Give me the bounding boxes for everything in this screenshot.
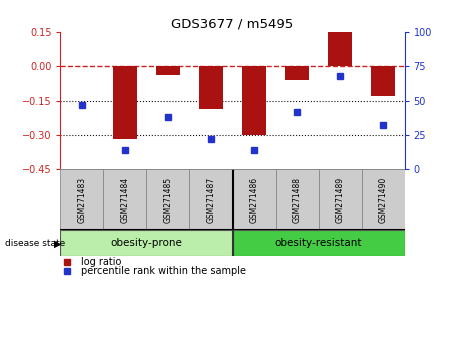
- Bar: [275, 169, 319, 230]
- Bar: [232, 230, 405, 256]
- Bar: [371, 66, 395, 96]
- Bar: [146, 169, 190, 230]
- Text: GSM271490: GSM271490: [379, 177, 387, 223]
- Text: ▶: ▶: [53, 238, 61, 248]
- Text: GSM271487: GSM271487: [206, 177, 215, 223]
- Bar: [362, 169, 405, 230]
- Text: GSM271485: GSM271485: [164, 177, 173, 223]
- Text: GSM271486: GSM271486: [250, 177, 259, 223]
- Text: percentile rank within the sample: percentile rank within the sample: [81, 266, 246, 275]
- Text: obesity-prone: obesity-prone: [111, 238, 182, 248]
- Text: GSM271483: GSM271483: [78, 177, 86, 223]
- Bar: [285, 66, 309, 80]
- Text: log ratio: log ratio: [81, 257, 121, 267]
- Text: GSM271484: GSM271484: [120, 177, 129, 223]
- Bar: [113, 66, 137, 139]
- Bar: [232, 169, 275, 230]
- Text: obesity-resistant: obesity-resistant: [275, 238, 362, 248]
- Text: GSM271489: GSM271489: [336, 177, 345, 223]
- Bar: [328, 32, 352, 66]
- Bar: [190, 169, 232, 230]
- Bar: [319, 169, 362, 230]
- Bar: [156, 66, 180, 75]
- Bar: [60, 169, 103, 230]
- Bar: [103, 169, 146, 230]
- Bar: [242, 66, 266, 135]
- Title: GDS3677 / m5495: GDS3677 / m5495: [172, 18, 293, 31]
- Bar: [199, 66, 223, 109]
- Text: disease state: disease state: [5, 239, 65, 248]
- Text: GSM271488: GSM271488: [292, 177, 301, 223]
- Bar: [60, 230, 232, 256]
